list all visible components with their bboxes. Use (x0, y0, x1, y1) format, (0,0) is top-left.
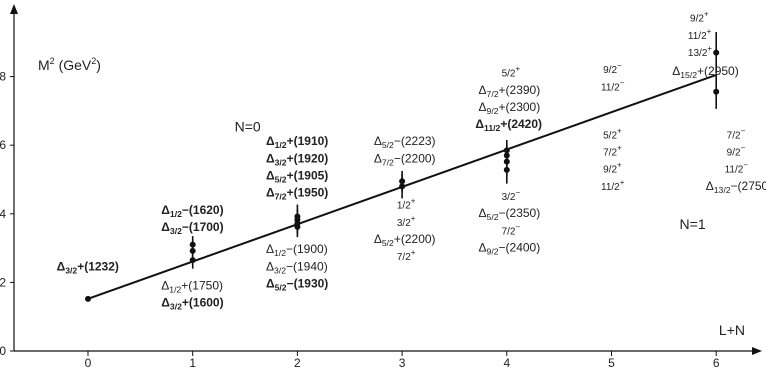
y-axis-arrow (10, 4, 18, 14)
state-label: Δ1/2−(1900) (266, 242, 328, 258)
x-tick-label: 1 (189, 356, 196, 370)
state-label: Δ1/2−(1620) (161, 203, 223, 219)
state-label: 3/2+ (397, 214, 416, 229)
axes: 0 1 2 3 4 5 6 0 2 4 6 8 M2 (GeV2) L+N (0, 4, 762, 370)
state-label: Δ7/2+(2390) (479, 83, 541, 99)
data-point (503, 147, 510, 154)
state-label: 9/2− (727, 143, 746, 158)
state-label: 11/2+ (601, 178, 625, 193)
state-label: 5/2+ (502, 65, 521, 80)
state-label: Δ5/2−(2223) (374, 134, 436, 150)
data-point (713, 88, 720, 95)
state-label: Δ1/2+(1750) (161, 278, 223, 294)
region-annotation: N=1 (680, 216, 706, 232)
state-label: Δ3/2+(1920) (266, 151, 328, 167)
state-label: Δ5/2−(1930) (266, 277, 328, 293)
x-axis-arrow (752, 347, 762, 355)
state-label: Δ3/2+(1600) (161, 295, 223, 311)
data-point (399, 178, 406, 185)
state-label: Δ9/2−(2400) (479, 241, 541, 257)
state-label: 1/2+ (397, 197, 416, 212)
state-label: Δ3/2−(1940) (266, 259, 328, 275)
state-label: Δ9/2+(2300) (479, 100, 541, 116)
y-tick-label: 4 (0, 207, 6, 221)
state-label: Δ5/2+(1905) (266, 169, 328, 185)
state-label: Δ1/2+(1910) (266, 134, 328, 150)
x-tick-label: 2 (294, 356, 301, 370)
y-tick-label: 0 (0, 344, 6, 358)
state-label: Δ15/2+(2950) (672, 64, 739, 80)
data-point (85, 295, 91, 302)
state-label: 11/2+ (688, 27, 712, 42)
y-tick-label: 8 (0, 70, 6, 84)
data-point (294, 213, 301, 220)
x-tick-label: 5 (608, 356, 615, 370)
x-tick-label: 4 (503, 356, 510, 370)
state-label: 5/2+ (603, 126, 622, 141)
state-label: 13/2+ (688, 44, 712, 59)
state-label: Δ13/2−(2750) (706, 179, 766, 195)
x-tick-label: 0 (85, 356, 92, 370)
data-point (713, 49, 720, 56)
state-label: Δ3/2−(1700) (161, 220, 223, 236)
data-points (85, 32, 720, 302)
x-tick-label: 6 (713, 356, 720, 370)
state-label: Δ11/2+(2420) (475, 117, 542, 133)
state-label: 11/2− (601, 78, 625, 93)
data-point (189, 241, 196, 248)
state-label: 9/2+ (690, 10, 709, 25)
state-label: 7/2+ (397, 248, 416, 263)
state-label: Δ7/2+(1950) (266, 186, 328, 202)
y-tick-label: 6 (0, 138, 6, 152)
state-label: 7/2+ (603, 143, 622, 158)
region-annotation: N=0 (235, 118, 261, 134)
y-tick-label: 2 (0, 275, 6, 289)
state-labels: N=0 N=1 Δ3/2+(1232) Δ1/2−(1620)Δ3/2−(1700) Δ… (57, 10, 766, 312)
x-axis-title: L+N (719, 322, 745, 338)
state-label: 11/2− (725, 161, 749, 176)
state-label: 9/2+ (603, 161, 622, 176)
state-label: 7/2− (502, 222, 521, 237)
state-label: Δ5/2+(2200) (374, 232, 436, 248)
state-label: Δ7/2−(2200) (374, 151, 436, 167)
state-label: 3/2− (502, 188, 521, 203)
state-label: 9/2− (603, 61, 622, 76)
state-label: Δ3/2+(1232) (57, 259, 119, 275)
x-tick-label: 3 (399, 356, 406, 370)
state-label: Δ5/2−(2350) (479, 206, 541, 222)
y-axis-title: M2 (GeV2) (38, 56, 101, 73)
state-label: 7/2− (727, 126, 746, 141)
